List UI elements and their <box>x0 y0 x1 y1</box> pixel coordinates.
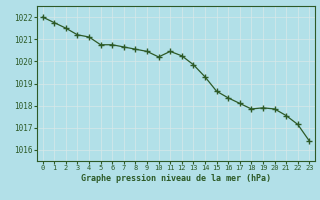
X-axis label: Graphe pression niveau de la mer (hPa): Graphe pression niveau de la mer (hPa) <box>81 174 271 183</box>
